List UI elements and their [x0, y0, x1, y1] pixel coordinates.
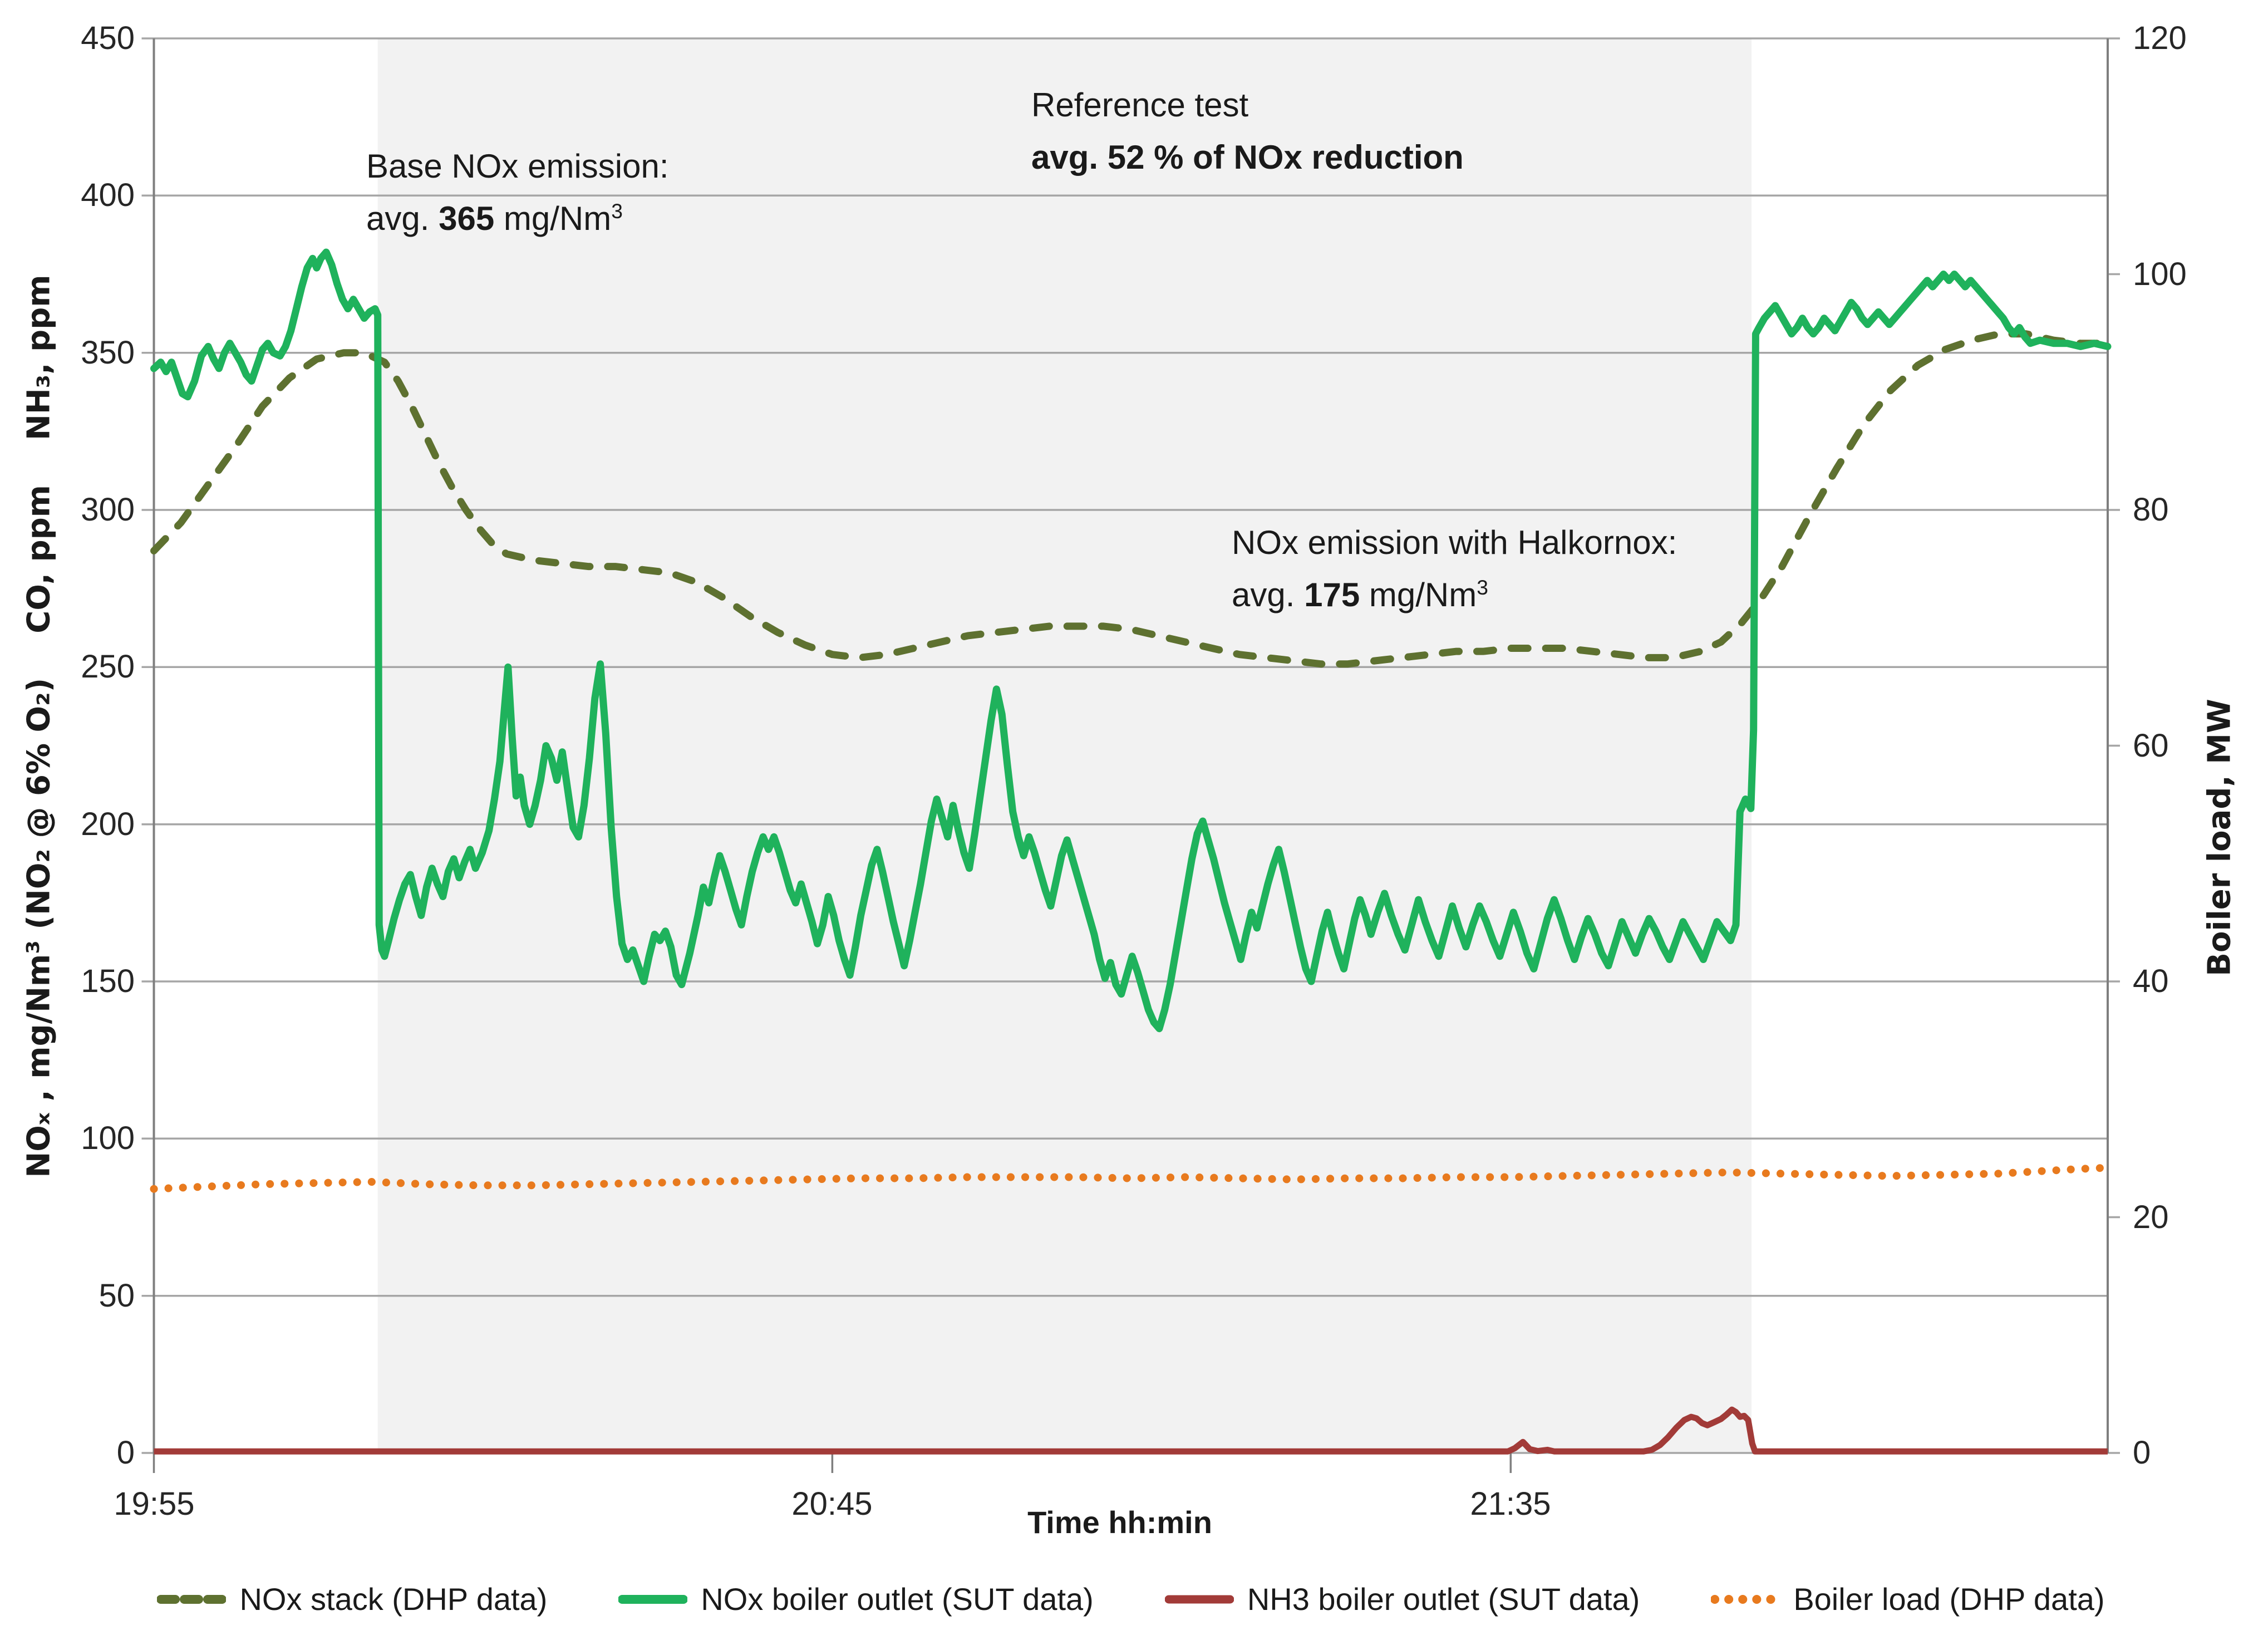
y-axis-tick-label-left: 450 [81, 20, 135, 56]
y-axis-title-left-nox: NOₓ , mg/Nm³ (NO₂ @ 6% O₂) [21, 677, 57, 1178]
annotation-reference-line2: avg. 52 % of NOx reduction [1031, 139, 1464, 176]
legend-item-nox-boiler-outlet: NOx boiler outlet (SUT data) [618, 1581, 1094, 1617]
series-2 [154, 1406, 2108, 1455]
legend-item-nh3-boiler-outlet: NH3 boiler outlet (SUT data) [1164, 1581, 1640, 1617]
test-period-band [377, 38, 1752, 1453]
y-axis-tick-label-right: 100 [2133, 256, 2187, 292]
y-axis-tick-label-left: 0 [116, 1435, 135, 1471]
x-axis-tick-label: 19:55 [114, 1486, 195, 1522]
y-axis-tick-label-left: 300 [81, 492, 135, 528]
legend-swatch-solid-line-icon [618, 1594, 688, 1604]
series-0 [150, 330, 2112, 668]
legend-item-boiler-load: Boiler load (DHP data) [1711, 1581, 2105, 1617]
legend-label: NOx stack (DHP data) [239, 1582, 548, 1617]
legend: NOx stack (DHP data) NOx boiler outlet (… [154, 1581, 2108, 1617]
y-axis-tick-label-right: 80 [2133, 492, 2169, 528]
legend-swatch-dashed-line-icon [157, 1594, 227, 1604]
legend-item-nox-stack: NOx stack (DHP data) [157, 1581, 547, 1617]
y-axis-tick-label-right: 0 [2133, 1435, 2151, 1471]
legend-label: Boiler load (DHP data) [1793, 1582, 2105, 1617]
y-axis-tick-label-left: 200 [81, 806, 135, 842]
series-3 [150, 1163, 2112, 1193]
legend-label: NH3 boiler outlet (SUT data) [1247, 1582, 1640, 1617]
annotation-reference-line1: Reference test [1031, 86, 1249, 124]
y-axis-title-right: Boiler load, MW [2201, 699, 2238, 976]
series-1 [150, 248, 2112, 1033]
y-axis-tick-label-left: 400 [81, 177, 135, 213]
x-axis-title: Time hh:min [1027, 1505, 1212, 1540]
legend-label: NOx boiler outlet (SUT data) [701, 1582, 1094, 1617]
y-axis-title-left-co: CO, ppm [21, 484, 57, 634]
y-axis-tick-label-left: 50 [99, 1278, 135, 1314]
y-axis-tick-label-right: 60 [2133, 728, 2169, 764]
x-axis-tick-label: 21:35 [1470, 1486, 1551, 1522]
annotation-halkornox-line1: NOx emission with Halkornox: [1232, 524, 1677, 561]
y-axis-title-left: NOₓ , mg/Nm³ (NO₂ @ 6% O₂) CO, ppm NH₃, … [21, 274, 57, 1177]
y-axis-tick-label-right: 120 [2133, 20, 2187, 56]
legend-swatch-dotted-line-icon [1711, 1594, 1780, 1604]
annotation-base-nox-line2: avg. 365 mg/Nm3 [366, 199, 623, 237]
annotation-base-nox-line1: Base NOx emission: [366, 148, 669, 185]
y-axis-tick-label-right: 40 [2133, 963, 2169, 999]
y-axis-tick-label-left: 150 [81, 963, 135, 999]
annotation-halkornox-line2: avg. 175 mg/Nm3 [1232, 576, 1488, 613]
y-axis-tick-label-left: 350 [81, 335, 135, 371]
y-axis-title-left-nh3: NH₃, ppm [21, 274, 57, 440]
y-axis-tick-label-left: 250 [81, 649, 135, 685]
y-axis-tick-label-right: 20 [2133, 1199, 2169, 1235]
annotation-halkornox: NOx emission with Halkornox: avg. 175 mg… [1232, 517, 1677, 621]
annotation-base-nox: Base NOx emission: avg. 365 mg/Nm3 [366, 140, 669, 245]
y-axis-tick-label-left: 100 [81, 1120, 135, 1156]
legend-swatch-solid-line-icon [1164, 1595, 1234, 1603]
x-axis-tick-label: 20:45 [791, 1486, 873, 1522]
annotation-reference-test: Reference test avg. 52 % of NOx reductio… [1031, 79, 1464, 184]
